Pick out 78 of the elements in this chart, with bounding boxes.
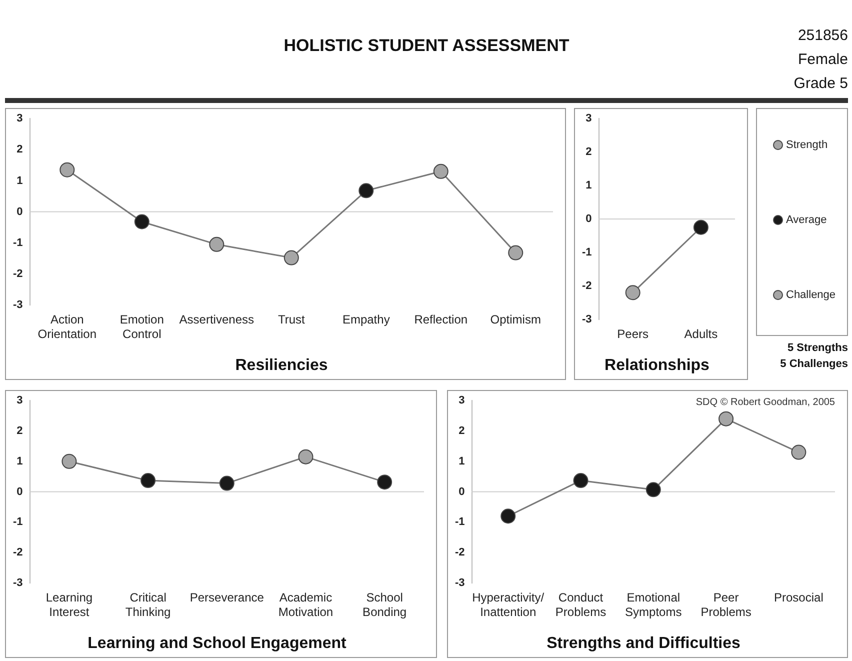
y-tick-label: -1 (13, 236, 23, 249)
x-tick-label: Adults (684, 326, 718, 341)
point (508, 245, 524, 260)
point (573, 473, 588, 488)
text: Relationships (604, 356, 710, 374)
point (209, 236, 224, 252)
point (433, 164, 448, 179)
y-tick-label: -3 (13, 299, 23, 312)
text: Grade 5 (794, 74, 848, 94)
point (219, 476, 234, 491)
x-tick-label: Reflection (414, 312, 468, 327)
x-tick-label: Assertiveness (179, 312, 254, 327)
point (718, 411, 734, 426)
y-tick-label: -1 (13, 516, 23, 528)
y-tick-label: 1 (586, 180, 592, 192)
text: 5 Strengths (786, 341, 848, 356)
x-tick-label: Optimism (490, 312, 541, 327)
y-tick-label: -3 (13, 577, 23, 590)
category-label: Challenge (786, 289, 836, 301)
y-tick-label: 0 (16, 206, 23, 218)
x-tick-label: Academic Motivation (278, 590, 334, 619)
y-tick-label: 0 (586, 213, 592, 226)
text: 5 Challenges (780, 357, 848, 372)
x-tick-label: Emotional Symptoms (625, 590, 682, 619)
x-tick-label: Prosocial (774, 590, 824, 605)
point (377, 474, 392, 490)
y-tick-label: 2 (16, 144, 23, 156)
y-tick-label: -1 (582, 246, 592, 258)
x-tick-label: Trust (278, 312, 306, 327)
y-tick-label: -1 (455, 516, 465, 528)
x-tick-label: Peer Problems (700, 590, 752, 619)
point (791, 444, 806, 460)
x-tick-label: Learning Interest (46, 590, 93, 619)
y-tick-label: -3 (455, 577, 465, 590)
y-tick-label: -2 (582, 280, 592, 292)
x-tick-label: Hyperactivity/Inattention (472, 590, 545, 619)
y-tick-label: -2 (13, 546, 23, 559)
x-tick-label: Emotion Control (120, 312, 164, 341)
x-tick-label: Empathy (342, 312, 390, 327)
x-tick-label: Action Orientation (38, 312, 97, 341)
y-tick-label: 3 (16, 112, 23, 125)
x-tick-label: Critical Thinking (125, 590, 171, 619)
text: HOLISTIC STUDENT ASSESSMENT (282, 36, 570, 56)
y-tick-label: 3 (458, 394, 465, 407)
point (500, 508, 516, 524)
text: 251856 (796, 26, 848, 46)
point (62, 454, 77, 469)
point (140, 473, 156, 488)
x-tick-label: Perseverance (190, 590, 264, 605)
point (358, 183, 374, 198)
y-tick-label: 2 (458, 425, 465, 438)
y-tick-label: 1 (458, 455, 465, 468)
x-tick-label: Peers (617, 326, 649, 341)
y-tick-label: -2 (13, 268, 23, 280)
y-tick-label: -2 (455, 546, 465, 559)
y-tick-label: 3 (16, 394, 23, 407)
text: Resiliencies (235, 356, 328, 374)
point (134, 214, 150, 230)
y-tick-label: 3 (586, 112, 592, 125)
y-tick-label: 1 (16, 455, 23, 468)
text: Female (796, 50, 848, 70)
x-tick-label: School Bonding (362, 590, 407, 619)
point (646, 482, 661, 498)
y-tick-label: 2 (586, 146, 592, 158)
x-tick-label: Conduct Problems (555, 590, 606, 619)
y-tick-label: 2 (16, 425, 23, 438)
y-tick-label: -3 (582, 313, 592, 326)
category-label: Strength (786, 139, 828, 151)
point (60, 162, 75, 178)
text: Learning and School Engagement (88, 634, 348, 652)
point (298, 449, 314, 464)
text: Strengths and Difficulties (546, 634, 740, 652)
point (284, 250, 299, 266)
category-label: Average (786, 214, 827, 226)
y-tick-label: 0 (458, 486, 465, 498)
y-tick-label: 1 (16, 174, 23, 187)
annotation: SDQ © Robert Goodman, 2005 (696, 396, 836, 408)
y-tick-label: 0 (16, 486, 23, 498)
